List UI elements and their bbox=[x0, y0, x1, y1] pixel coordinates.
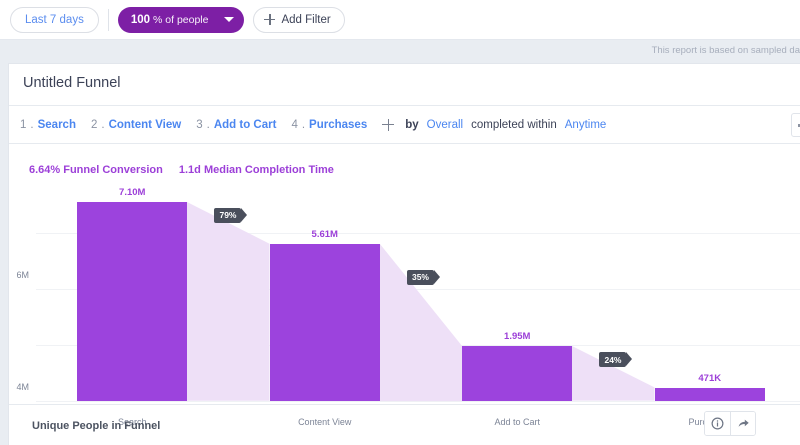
sidebar-item-step-2[interactable]: 2 . Content View bbox=[91, 119, 181, 131]
step-label[interactable]: Add to Cart bbox=[213, 118, 277, 131]
info-button[interactable] bbox=[705, 412, 730, 435]
chevron-down-icon bbox=[224, 17, 235, 22]
step-number: 3 bbox=[196, 118, 203, 131]
report-overflow-menu-button[interactable] bbox=[791, 113, 800, 137]
sample-rate-selector[interactable]: 100 % of people bbox=[117, 6, 245, 33]
sample-rate-unit: % of people bbox=[153, 13, 209, 26]
date-range-selector[interactable]: Last 7 days bbox=[10, 6, 99, 33]
step-number: 2 bbox=[90, 118, 98, 131]
funnel-conversion-metric: 6.64% Funnel Conversion bbox=[29, 164, 163, 176]
conversion-window-selector[interactable]: Anytime bbox=[564, 118, 607, 131]
chart-action-buttons bbox=[704, 411, 756, 436]
step-number: 1 bbox=[20, 118, 27, 131]
sampling-notice-text: This report is based on sampled da bbox=[651, 45, 800, 56]
funnel-connector bbox=[572, 346, 655, 401]
median-completion-time-metric: 1.1d Median Completion Time bbox=[178, 164, 334, 176]
gridline: 6M bbox=[16, 233, 800, 280]
gridline: 0 bbox=[36, 401, 800, 402]
toolbar-divider bbox=[107, 8, 109, 31]
step-dot: . bbox=[206, 118, 210, 131]
info-icon bbox=[711, 417, 724, 430]
funnel-summary-metrics: 6.64% Funnel Conversion 1.1d Median Comp… bbox=[29, 164, 334, 176]
share-button[interactable] bbox=[730, 412, 755, 435]
funnel-bar[interactable] bbox=[654, 387, 765, 401]
funnel-steps-bar: 1 . Search 2 . Content View 3 . Add to C… bbox=[9, 106, 800, 144]
add-filter-button[interactable]: Add Filter bbox=[253, 6, 345, 33]
share-arrow-icon bbox=[738, 419, 749, 427]
bar-value-label: 471K bbox=[698, 372, 722, 384]
sidebar-item-step-3[interactable]: 3 . Add to Cart bbox=[196, 119, 276, 131]
bar-value-label: 7.10M bbox=[119, 187, 146, 199]
gridline: 4M bbox=[16, 289, 800, 392]
bar-value-label: 5.61M bbox=[311, 228, 338, 240]
funnel-connector bbox=[187, 202, 270, 401]
card-footer-divider bbox=[9, 404, 800, 405]
x-axis-tick-label: Search bbox=[117, 417, 147, 427]
y-axis-tick-label: 6M bbox=[16, 270, 29, 280]
funnel-bar[interactable] bbox=[77, 202, 188, 401]
step-dot: . bbox=[30, 118, 34, 131]
add-filter-label: Add Filter bbox=[281, 13, 331, 26]
funnel-chart-plot: 02M4M6M79%35%24%7.10MSearch5.61MContent … bbox=[16, 187, 800, 427]
add-step-button[interactable] bbox=[382, 118, 395, 131]
top-toolbar: Last 7 days 100 % of people Add Filter bbox=[0, 0, 800, 40]
ellipsis-icon bbox=[797, 123, 800, 127]
step-label[interactable]: Search bbox=[37, 118, 76, 131]
funnel-connector bbox=[379, 243, 463, 401]
step-label[interactable]: Purchases bbox=[309, 118, 368, 131]
sampling-notice-strip: This report is based on sampled da bbox=[0, 41, 800, 63]
sidebar-item-step-4[interactable]: 4 . Purchases bbox=[291, 119, 367, 131]
sample-rate-value: 100 bbox=[130, 13, 151, 26]
breakdown-selector[interactable]: Overall bbox=[426, 118, 464, 131]
x-axis-tick-label: Add to Cart bbox=[494, 417, 541, 427]
date-range-label: Last 7 days bbox=[25, 13, 84, 26]
step-conversion-badge: 79% bbox=[214, 207, 248, 223]
y-axis-tick-label: 4M bbox=[16, 382, 29, 392]
step-number: 4 bbox=[291, 118, 298, 131]
series-legend-label: Unique People in Funnel bbox=[32, 420, 161, 432]
completed-within-label: completed within bbox=[471, 118, 557, 131]
funnel-bar[interactable] bbox=[462, 346, 573, 401]
plus-icon bbox=[264, 14, 276, 25]
step-conversion-badge: 24% bbox=[599, 352, 633, 368]
funnel-report-card: Untitled Funnel 1 . Search 2 . Content V… bbox=[8, 63, 800, 445]
bar-value-label: 1.95M bbox=[504, 331, 531, 343]
step-dot: . bbox=[301, 118, 306, 131]
sidebar-item-step-1[interactable]: 1 . Search bbox=[20, 119, 76, 131]
card-header-divider bbox=[9, 105, 800, 106]
step-conversion-badge: 35% bbox=[406, 269, 441, 285]
x-axis-tick-label: Content View bbox=[298, 417, 352, 427]
step-label[interactable]: Content View bbox=[108, 118, 182, 131]
funnel-bar[interactable] bbox=[269, 243, 380, 401]
step-dot: . bbox=[101, 118, 105, 131]
by-label: by bbox=[405, 118, 419, 131]
funnel-chart: 02M4M6M79%35%24%7.10MSearch5.61MContent … bbox=[9, 187, 800, 441]
page-title[interactable]: Untitled Funnel bbox=[23, 75, 121, 91]
